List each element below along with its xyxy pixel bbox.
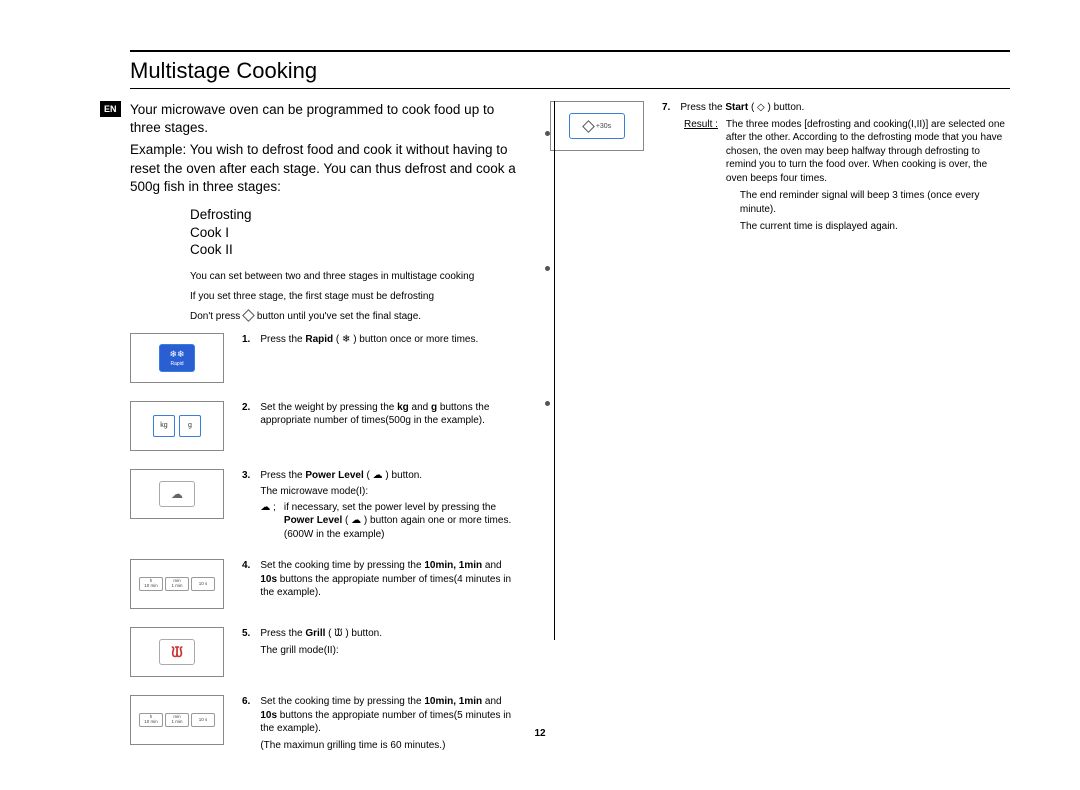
time-buttons-icon: h10 min min1 min 10 s <box>139 577 215 591</box>
right-column: +30s 7. Press the Start ( ◇ ) button. Re… <box>550 101 1010 770</box>
step-body: Press the Start ( ◇ ) button. <box>680 101 1010 115</box>
step-body: Press the Rapid ( ❄ ) button once or mor… <box>260 333 520 347</box>
step-number: 2. <box>242 401 250 428</box>
note-text: You can set between two and three stages… <box>190 269 474 285</box>
intro-text: Your microwave oven can be programmed to… <box>130 101 520 137</box>
button-illustration: h10 min min1 min 10 s <box>130 559 224 609</box>
page-title: Multistage Cooking <box>130 58 1010 84</box>
button-illustration: kg g <box>130 401 224 451</box>
step-body: Press the Power Level ( ☁ ) button. The … <box>260 469 520 542</box>
step-number: 1. <box>242 333 250 347</box>
stage-item: Cook I <box>190 224 520 242</box>
power-level-icon: ☁ <box>159 481 195 507</box>
page-number: 12 <box>534 728 545 739</box>
step-body: Set the cooking time by pressing the 10m… <box>260 695 520 752</box>
step-row: h10 min min1 min 10 s 4. Set the cooking… <box>130 559 520 609</box>
g-button-icon: g <box>179 415 201 437</box>
step-body: Set the weight by pressing the kg and g … <box>260 401 520 428</box>
start-icon <box>242 309 255 322</box>
start-button-icon: +30s <box>569 113 625 139</box>
button-illustration: ❄❄ Rapid <box>130 333 224 383</box>
result-text: The three modes [defrosting and cooking(… <box>726 118 1010 234</box>
left-column: Your microwave oven can be programmed to… <box>130 101 520 770</box>
kg-button-icon: kg <box>153 415 175 437</box>
note-text: Don't press button until you've set the … <box>190 309 421 325</box>
step-number: 7. <box>662 101 670 115</box>
title-underline <box>130 88 1010 89</box>
grill-button-icon: ᙡ <box>159 639 195 665</box>
step-row: +30s 7. Press the Start ( ◇ ) button. Re… <box>550 101 1010 234</box>
button-illustration: ☁ <box>130 469 224 519</box>
button-illustration: h10 min min1 min 10 s <box>130 695 224 745</box>
stage-item: Defrosting <box>190 206 520 224</box>
step-row: h10 min min1 min 10 s 6. Set the cooking… <box>130 695 520 752</box>
example-text: Example: You wish to defrost food and co… <box>130 141 520 196</box>
note-text: If you set three stage, the first stage … <box>190 289 434 305</box>
step-row: kg g 2. Set the weight by pressing the k… <box>130 401 520 451</box>
step-number: 5. <box>242 627 250 657</box>
power-glyph-icon: ☁ ; <box>260 501 276 542</box>
time-buttons-icon: h10 min min1 min 10 s <box>139 713 215 727</box>
rapid-button-icon: ❄❄ Rapid <box>159 344 195 372</box>
button-illustration: +30s <box>550 101 644 151</box>
step-number: 6. <box>242 695 250 752</box>
step-number: 3. <box>242 469 250 542</box>
step-row: ❄❄ Rapid 1. Press the Rapid ( ❄ ) button… <box>130 333 520 383</box>
button-illustration: ᙡ <box>130 627 224 677</box>
step-number: 4. <box>242 559 250 600</box>
top-rule <box>130 50 1010 52</box>
result-label: Result : <box>684 118 718 234</box>
notes-block: You can set between two and three stages… <box>190 269 520 325</box>
fold-dots <box>545 131 550 406</box>
steps-list: ❄❄ Rapid 1. Press the Rapid ( ❄ ) button… <box>130 333 520 771</box>
step-row: ☁ 3. Press the Power Level ( ☁ ) button.… <box>130 469 520 542</box>
content-area: EN Your microwave oven can be programmed… <box>130 101 1010 770</box>
step-body: Set the cooking time by pressing the 10m… <box>260 559 520 600</box>
step-row: ᙡ 5. Press the Grill ( ᙡ ) button. The g… <box>130 627 520 677</box>
column-divider <box>554 101 555 640</box>
stage-list: Defrosting Cook I Cook II <box>190 206 520 259</box>
stage-item: Cook II <box>190 241 520 259</box>
language-badge: EN <box>100 101 121 117</box>
step-body: Press the Grill ( ᙡ ) button. The grill … <box>260 627 520 657</box>
